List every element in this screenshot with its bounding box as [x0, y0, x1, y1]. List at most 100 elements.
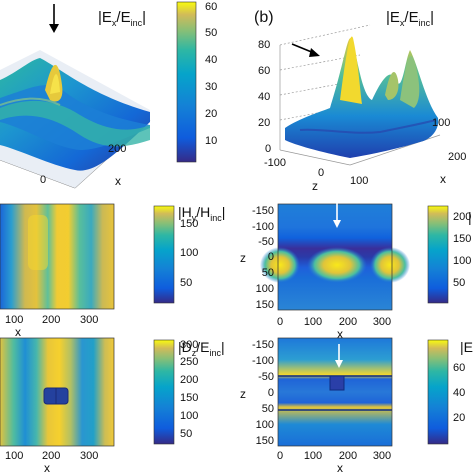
panel-d-hotspot-center: [307, 247, 367, 283]
panel-d-x-tick: 300: [373, 316, 391, 328]
panel-b-x-ticks: 200 100: [432, 117, 466, 163]
panel-e: 100 200 300 x 300 250 200 150 100 50 |Dz…: [0, 337, 225, 474]
panel-e-x-axis-label: x: [44, 461, 50, 474]
panel-a-x-tick-1: 200: [108, 143, 126, 155]
panel-a-peak-arrow: [49, 4, 59, 33]
panel-b-z-ticks: 80 60 40 20 0: [258, 39, 271, 155]
panel-d-y-tick: -50: [258, 236, 274, 248]
panel-d-y-tick: 50: [262, 267, 274, 279]
panel-d-y-tick: -100: [252, 221, 274, 233]
panel-d-x-ticks: 0 100 200 300: [277, 316, 391, 328]
panel-a-cb-tick: 10: [205, 135, 217, 147]
panel-b-z-tick: 60: [258, 65, 270, 77]
panel-f-x-tick: 300: [373, 450, 391, 462]
panel-f-y-tick: 0: [268, 387, 274, 399]
panel-d-arrow: [333, 200, 341, 228]
panel-c-cb-tick: 50: [180, 277, 192, 289]
panel-b-z-tick: 40: [258, 91, 270, 103]
panel-a-cb-tick: 50: [205, 27, 217, 39]
panel-d-colorbar: [427, 205, 449, 304]
panel-c-colorbar-ticks: 150 100 50: [180, 218, 198, 289]
panel-a-surface-plot: [0, 50, 151, 189]
panel-d-cb-tick: 150: [453, 233, 471, 245]
panel-e-x-ticks: 100 200 300: [5, 450, 98, 462]
panel-f-cb-tick: 40: [453, 387, 465, 399]
panel-f-x-tick: 100: [304, 450, 322, 462]
panel-f-cb-tick: 60: [453, 362, 465, 374]
panel-e-cb-tick: 100: [180, 410, 198, 422]
panel-e-cb-tick: 300: [180, 339, 198, 351]
panel-e-cb-tick: 250: [180, 356, 198, 368]
panel-f-y-ticks: -150 -100 -50 0 50 100 150: [252, 339, 274, 447]
panel-f-y-axis-label: z: [240, 387, 246, 401]
panel-c-x-tick: 200: [42, 314, 60, 326]
panel-d-x-axis-label: x: [337, 327, 343, 341]
panel-f-arrow: [335, 344, 343, 368]
panel-b-title: |Ex/Einc|: [386, 9, 434, 28]
panel-c-cb-tick: 150: [180, 218, 198, 230]
panel-f-colorbar-ticks: 60 40 20: [453, 362, 465, 424]
panel-c-cb-tick: 100: [180, 247, 198, 259]
panel-b-y-tick: -100: [264, 157, 286, 169]
panel-c-frame: [0, 203, 115, 310]
panel-d-title-cut: |: [468, 209, 472, 225]
panel-e-title: |Dz/Einc|: [178, 339, 225, 358]
panel-d-x-tick: 0: [277, 316, 283, 328]
panel-d-hotspot-right: [370, 247, 410, 283]
panel-c: 100 200 300 x 150 100 50 |Hy/Hinc|: [0, 203, 225, 339]
panel-d-cb-tick: 100: [453, 255, 471, 267]
panel-e-colorbar-ticks: 300 250 200 150 100 50: [180, 339, 198, 440]
panel-e-x-tick: 100: [5, 450, 23, 462]
panel-b-y-axis-label: z: [312, 179, 318, 193]
panel-e-colorbar: [153, 339, 175, 445]
panel-d-y-tick: -150: [252, 205, 274, 217]
panel-c-x-ticks: 100 200 300: [5, 314, 98, 326]
panel-f-frame: [277, 337, 393, 447]
panel-d-hotspot-left: [260, 247, 300, 283]
panel-e-x-tick: 300: [80, 450, 98, 462]
panel-f-x-ticks: 0 100 200 300: [277, 450, 391, 462]
panel-c-title: |Hy/Hinc|: [178, 204, 225, 223]
panel-a-cb-tick: 40: [205, 54, 217, 66]
panel-b: (b) |Ex/Einc| 80 60 40 20: [254, 9, 466, 193]
panel-a-x-tick-2: 0: [40, 174, 46, 186]
panel-a-title: |Ex/Einc|: [98, 9, 146, 28]
panel-d-y-tick: 0: [268, 251, 274, 263]
panel-e-frame: [0, 337, 115, 447]
panel-f-y-tick: -100: [252, 355, 274, 367]
panel-a-x-axis-label: x: [115, 174, 121, 188]
panel-b-z-tick: 80: [258, 39, 270, 51]
panel-f-y-tick: -150: [252, 339, 274, 351]
panel-d-frame: [277, 203, 393, 311]
panel-b-y-ticks: -100 0 100: [264, 157, 368, 187]
panel-b-x-tick: 200: [448, 151, 466, 163]
panel-f-x-tick: 0: [277, 450, 283, 462]
panel-b-x-axis-label: x: [440, 172, 446, 186]
panel-d-x-tick: 200: [339, 316, 357, 328]
panel-e-cb-tick: 150: [180, 392, 198, 404]
panel-a-cb-tick: 20: [205, 108, 217, 120]
panel-d-y-axis-label: z: [240, 251, 246, 265]
panel-b-letter: (b): [254, 9, 274, 26]
panel-a: 200 0 x |Ex/Einc| 60 50 40 30 20 10: [0, 1, 217, 189]
panel-d-y-ticks: -150 -100 -50 0 50 100 150: [252, 205, 274, 311]
panel-f-x-tick: 200: [339, 450, 357, 462]
panel-f-y-tick: 50: [262, 403, 274, 415]
panel-d: -150 -100 -50 0 50 100 150 z 0 100 200 3…: [240, 200, 472, 341]
panel-c-hotspot: [28, 215, 48, 270]
panel-f-cb-tick: 20: [453, 412, 465, 424]
panel-a-colorbar-ticks: 60 50 40 30 20 10: [205, 1, 217, 147]
panel-b-y-tick: 0: [318, 167, 324, 179]
panel-d-cb-tick: 200: [453, 211, 471, 223]
panel-f-scatterer: [329, 375, 345, 391]
panel-c-colorbar: [153, 205, 175, 304]
panel-a-cb-tick: 30: [205, 81, 217, 93]
panel-d-cb-tick: 50: [453, 277, 465, 289]
panel-b-y-tick: 100: [350, 175, 368, 187]
panel-d-x-tick: 100: [304, 316, 322, 328]
panel-c-x-tick: 300: [80, 314, 98, 326]
panel-e-cb-tick: 200: [180, 374, 198, 386]
panel-f-colorbar: [427, 339, 449, 445]
panel-a-colorbar: [176, 1, 197, 163]
